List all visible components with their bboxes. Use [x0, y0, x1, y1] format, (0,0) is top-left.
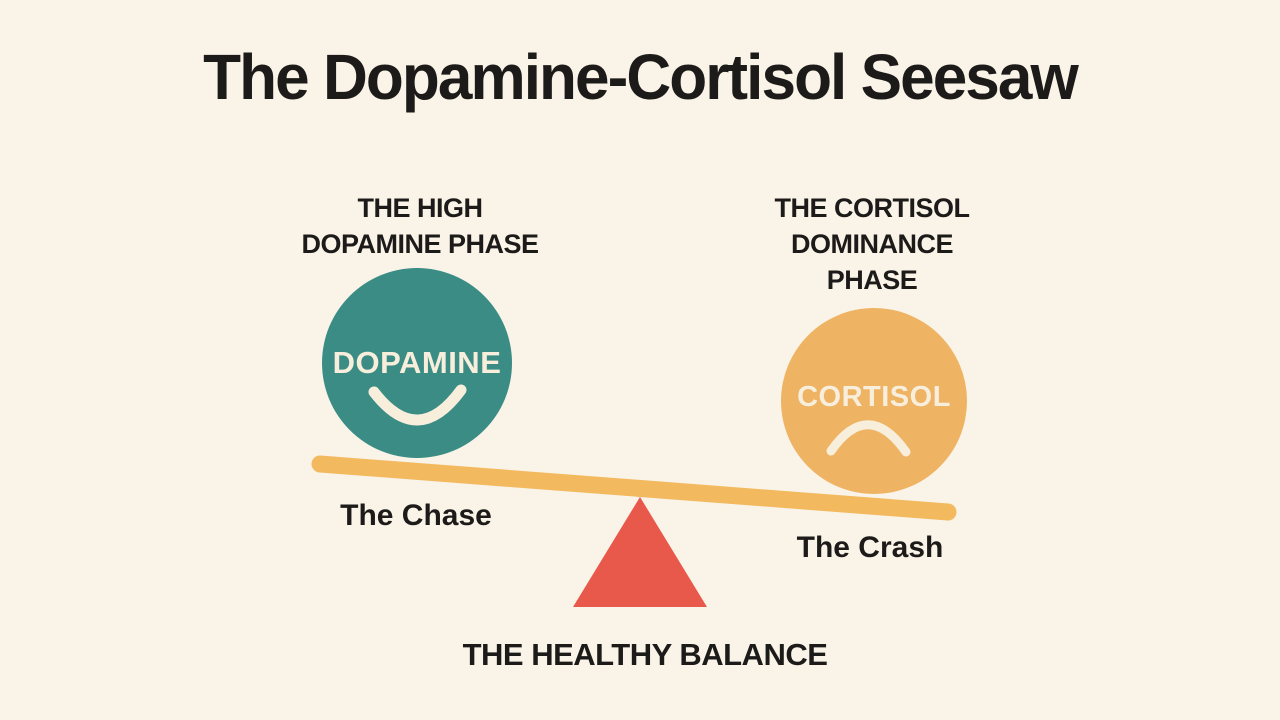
phase-label-line: THE HIGH — [357, 193, 483, 223]
high-dopamine-phase-label: THE HIGH DOPAMINE PHASE — [250, 190, 590, 262]
healthy-balance-caption: THE HEALTHY BALANCE — [462, 637, 828, 672]
chase-caption: The Chase — [340, 499, 492, 532]
crash-caption: The Crash — [796, 531, 944, 564]
dopamine-circle-label: DOPAMINE — [332, 345, 502, 380]
phase-label-line: DOMINANCE — [791, 229, 954, 259]
phase-label-line: DOPAMINE PHASE — [301, 229, 539, 259]
phase-label-line: THE CORTISOL — [774, 193, 971, 223]
cortisol-dominance-phase-label: THE CORTISOL DOMINANCE PHASE — [702, 190, 1042, 298]
phase-label-line: PHASE — [826, 265, 918, 295]
fulcrum-triangle — [573, 497, 707, 607]
cortisol-circle: CORTISOL — [781, 308, 967, 494]
page-title: The Dopamine-Cortisol Seesaw — [203, 41, 1079, 113]
cortisol-circle-label: CORTISOL — [797, 381, 951, 413]
dopamine-circle: DOPAMINE — [322, 268, 512, 458]
